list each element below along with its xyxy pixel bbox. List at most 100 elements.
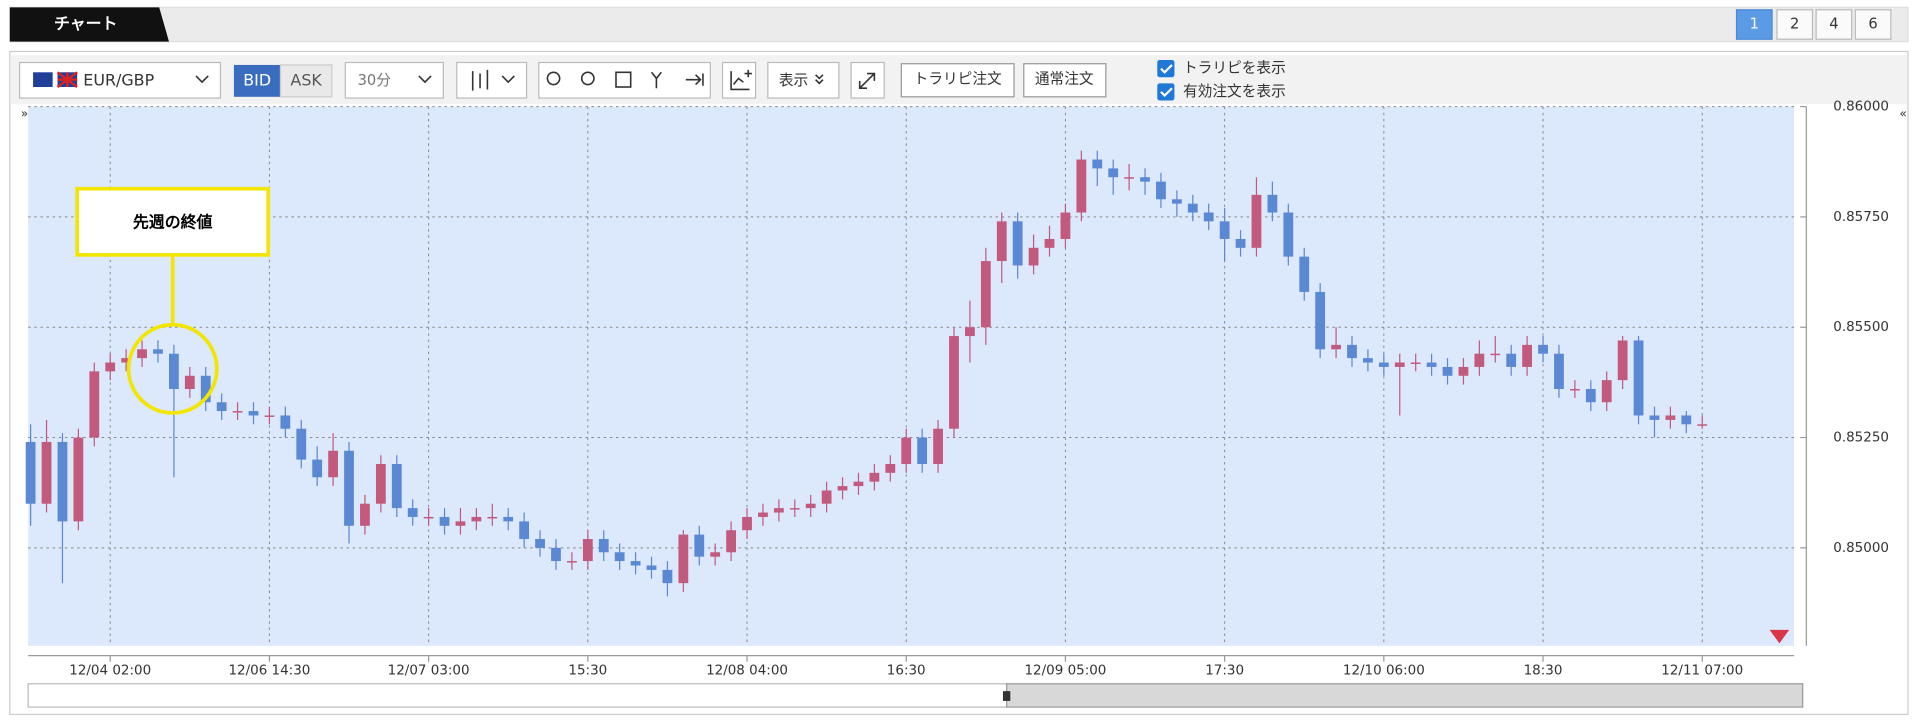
pair-select[interactable] (18, 61, 222, 99)
candle-body (168, 353, 179, 390)
candle-body (742, 516, 752, 531)
candle-body (901, 437, 912, 465)
page-button[interactable] (1776, 9, 1814, 40)
candle-body (1044, 238, 1055, 248)
candle-body (1410, 362, 1421, 364)
candle-body (455, 521, 466, 526)
alert-marker (1769, 629, 1790, 644)
collapse-right[interactable]: « (1899, 106, 1906, 120)
chart-type-select[interactable] (456, 61, 528, 99)
checkbox[interactable] (1157, 83, 1175, 101)
candle-body (57, 441, 68, 522)
bid-button[interactable] (233, 64, 281, 97)
candle-body (1506, 353, 1517, 367)
check (1160, 87, 1173, 98)
chevron (418, 75, 432, 84)
checkbox[interactable] (1157, 60, 1175, 78)
chevron (815, 74, 824, 85)
indicator-icon (730, 69, 752, 91)
page-button[interactable] (1735, 9, 1773, 40)
candle-body (535, 539, 545, 548)
tab[interactable] (9, 7, 169, 42)
candle-body (710, 552, 721, 557)
x-tick-label: 12/04 02:00 (69, 662, 151, 678)
candle-body (1458, 366, 1469, 376)
annotation-box (75, 186, 271, 257)
tools[interactable] (650, 71, 704, 89)
candle-body (805, 503, 816, 509)
x-tick-label: 18:30 (1524, 662, 1563, 678)
candle-body (1601, 380, 1612, 403)
page-label: 6 (1868, 16, 1877, 33)
candle-body (264, 415, 275, 417)
candle-body (360, 503, 370, 526)
candle-body (662, 569, 673, 584)
trap-order-button[interactable] (900, 63, 1015, 98)
candle-body (1203, 212, 1214, 222)
fit[interactable] (615, 71, 632, 88)
candle-body (567, 561, 577, 563)
candle-body (89, 371, 100, 438)
candle-body (1394, 362, 1405, 367)
candle-body (73, 437, 84, 522)
candle-body (1299, 256, 1310, 292)
candle-body (1060, 212, 1071, 239)
candle-body (949, 336, 959, 429)
candle-body (487, 516, 498, 519)
collapse-left[interactable]: » (21, 106, 28, 120)
ask: ASK (290, 70, 322, 89)
zoom-in[interactable] (546, 71, 561, 86)
candle-body (1028, 247, 1039, 266)
candle-body (853, 481, 864, 487)
normal-order-button[interactable] (1023, 63, 1107, 98)
option-label: トラリピを表示 (1183, 60, 1286, 77)
tab-bar (9, 6, 1909, 43)
candle-body (1076, 159, 1087, 213)
candle-body (1681, 415, 1692, 425)
y-axis-area (1794, 106, 1807, 646)
page-label: 2 (1790, 16, 1799, 33)
candle-body (312, 459, 323, 478)
candle-body (1697, 424, 1708, 426)
x-tick-label: 15:30 (568, 662, 607, 678)
annotation-circle (126, 322, 219, 415)
indicator-button[interactable] (721, 61, 757, 99)
zoom-out[interactable] (580, 71, 595, 86)
candle-body (1585, 389, 1596, 403)
tab-label: チャート (54, 14, 117, 33)
navigator[interactable] (27, 683, 1008, 708)
y-tick-label: 0.85500 (1833, 319, 1889, 335)
tool-group[interactable] (538, 61, 711, 99)
chevron (195, 75, 209, 84)
candle-body (837, 486, 848, 491)
candle-body (1315, 291, 1326, 350)
ask-button[interactable] (279, 64, 333, 98)
navigator-handle[interactable] (1002, 691, 1011, 701)
candle-body (1092, 159, 1103, 169)
x-tick-label: 16:30 (887, 662, 926, 678)
candle-body (1219, 221, 1230, 239)
navigator-window[interactable] (1006, 683, 1804, 708)
page-button[interactable] (1815, 9, 1853, 40)
uk-cross (56, 71, 78, 88)
page-buttons: 1 2 4 6 (1735, 9, 1892, 40)
candle-body (646, 565, 657, 570)
x-tick-label: 12/09 05:00 (1024, 662, 1106, 678)
candle-body (965, 327, 975, 337)
candle-body (869, 472, 880, 482)
candle-body (1569, 389, 1580, 391)
candle-body (758, 512, 768, 517)
page-label: 1 (1750, 16, 1759, 33)
candle-body (41, 441, 52, 504)
candle-body (1617, 340, 1628, 381)
plot-area (28, 106, 1795, 646)
chevron (501, 75, 515, 84)
eu-flag (33, 72, 53, 88)
candle-body (1156, 181, 1166, 200)
y-tick-label: 0.86000 (1833, 99, 1889, 115)
candle-body (1347, 344, 1357, 359)
page-button[interactable] (1854, 9, 1892, 40)
display-button[interactable] (767, 61, 840, 99)
